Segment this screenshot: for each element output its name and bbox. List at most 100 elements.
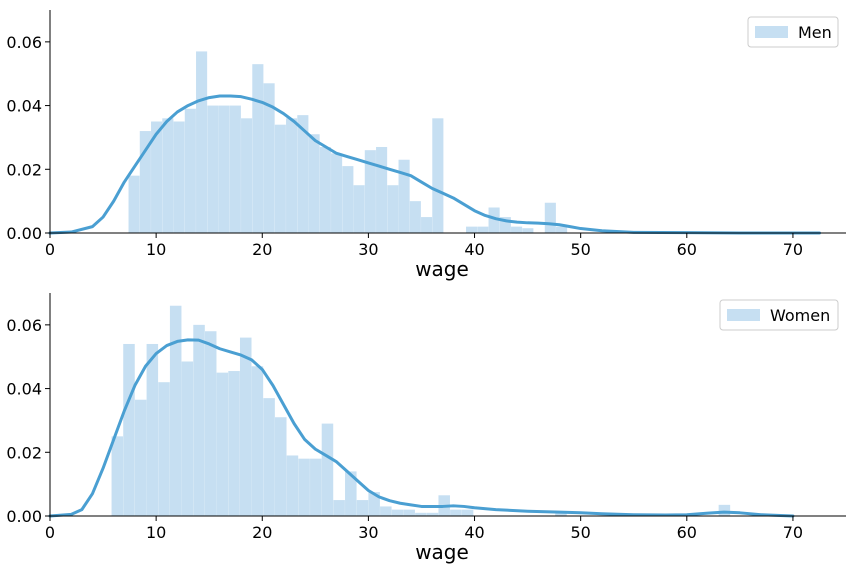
histogram-bar xyxy=(196,51,208,233)
histogram-bar xyxy=(308,134,320,233)
women-wage-panel: 0 10 20 30 40 50 60 70 0.00 0.02 0.04 0.06 wage Women xyxy=(6,293,846,564)
histogram-bar xyxy=(342,166,354,233)
histogram-bar xyxy=(173,121,185,233)
histogram-bar xyxy=(488,207,500,233)
histogram-bar xyxy=(263,83,275,234)
men-wage-panel: 0 10 20 30 40 50 60 70 0.00 0.02 0.04 0.06 wage Men xyxy=(6,10,846,281)
x-tick-label: 40 xyxy=(464,523,484,542)
x-axis-title: wage xyxy=(415,540,469,564)
x-tick-label: 0 xyxy=(45,240,55,259)
histogram-bar xyxy=(398,159,410,233)
histogram-bar xyxy=(310,458,322,516)
histogram-bar xyxy=(409,201,421,233)
histogram-bar xyxy=(556,226,568,233)
histogram-bar xyxy=(263,398,275,516)
histogram-bar xyxy=(184,108,196,233)
x-tick-label: 20 xyxy=(252,240,272,259)
histogram-bar xyxy=(274,124,286,233)
histogram-bar xyxy=(111,436,124,516)
kde-line xyxy=(48,94,821,235)
y-tick-label: 0.02 xyxy=(6,443,42,462)
histogram-bar xyxy=(415,512,427,516)
x-tick-label: 20 xyxy=(252,523,272,542)
histogram-bar xyxy=(376,146,388,233)
histogram-bar xyxy=(216,372,229,516)
histogram-bar xyxy=(218,105,230,233)
x-tick-label: 30 xyxy=(358,240,378,259)
histogram-bar xyxy=(204,331,217,516)
histogram-bar xyxy=(193,324,205,516)
histogram-bar xyxy=(345,471,357,516)
x-tick-label: 50 xyxy=(570,523,590,542)
x-tick-label: 0 xyxy=(45,523,55,542)
histogram-bar xyxy=(162,118,174,233)
histogram-bar xyxy=(368,492,380,516)
histogram-bar xyxy=(169,305,182,516)
histogram-bar xyxy=(151,121,163,233)
histogram-bar xyxy=(298,458,310,516)
x-axis-title: wage xyxy=(415,257,469,281)
histogram-bar xyxy=(319,146,331,233)
kde-line xyxy=(48,338,795,518)
histogram-bar xyxy=(229,105,241,233)
histogram-bar xyxy=(207,105,219,233)
histogram-bar xyxy=(251,366,264,516)
histogram-bar xyxy=(139,131,151,233)
histogram-bar xyxy=(477,226,489,233)
histogram-bar xyxy=(134,399,147,516)
histogram-bar xyxy=(275,417,287,516)
x-tick-label: 50 xyxy=(570,240,590,259)
histogram-bar xyxy=(403,509,415,516)
x-tick-label: 60 xyxy=(677,523,697,542)
y-tick-label: 0.04 xyxy=(6,97,42,116)
histogram-bar xyxy=(426,512,439,516)
histogram-bar xyxy=(228,371,240,516)
histogram-bar xyxy=(353,185,365,233)
legend-label: Men xyxy=(798,23,832,42)
histogram-bar xyxy=(333,500,345,516)
histogram-bar xyxy=(286,118,298,233)
y-tick-label: 0.06 xyxy=(6,33,42,52)
x-tick-label: 40 xyxy=(464,240,484,259)
histogram-bar xyxy=(522,228,534,233)
histogram-bar xyxy=(239,337,252,516)
x-tick-label: 10 xyxy=(146,240,166,259)
legend-box xyxy=(719,299,839,331)
histogram-bar xyxy=(391,509,404,516)
histogram-bar xyxy=(356,500,369,516)
histogram-bar xyxy=(718,504,731,516)
histogram-bar xyxy=(461,509,474,516)
y-tick-label: 0.02 xyxy=(6,160,42,179)
histogram-bar xyxy=(450,509,462,516)
y-tick-label: 0.06 xyxy=(6,316,42,335)
histogram-bar xyxy=(128,175,140,233)
histogram-bar xyxy=(252,64,264,233)
y-tick-label: 0.00 xyxy=(6,507,42,526)
histogram-bar xyxy=(380,506,392,516)
legend-swatch xyxy=(755,26,788,38)
legend-label: Women xyxy=(770,306,830,325)
y-tick-label: 0.04 xyxy=(6,380,42,399)
x-tick-label: 30 xyxy=(358,523,378,542)
histogram-bar xyxy=(158,382,170,516)
x-tick-label: 70 xyxy=(783,240,803,259)
histogram-bar xyxy=(297,115,309,233)
histogram-bar xyxy=(286,455,299,516)
histogram-bar xyxy=(321,423,334,516)
histogram-bar xyxy=(123,343,135,516)
histogram-bar xyxy=(555,512,567,516)
histogram-bar xyxy=(241,118,253,233)
legend-box xyxy=(747,16,839,48)
histogram-bar xyxy=(466,226,478,233)
histogram-bar xyxy=(331,153,343,233)
histogram-bar xyxy=(421,217,433,233)
histogram-bar xyxy=(511,226,523,233)
histogram-bar xyxy=(181,361,194,516)
histogram-bar xyxy=(387,185,399,233)
histogram-bar xyxy=(432,118,444,233)
legend-swatch xyxy=(727,309,760,321)
y-tick-label: 0.00 xyxy=(6,224,42,243)
x-tick-label: 10 xyxy=(146,523,166,542)
histogram-bar xyxy=(544,202,556,233)
